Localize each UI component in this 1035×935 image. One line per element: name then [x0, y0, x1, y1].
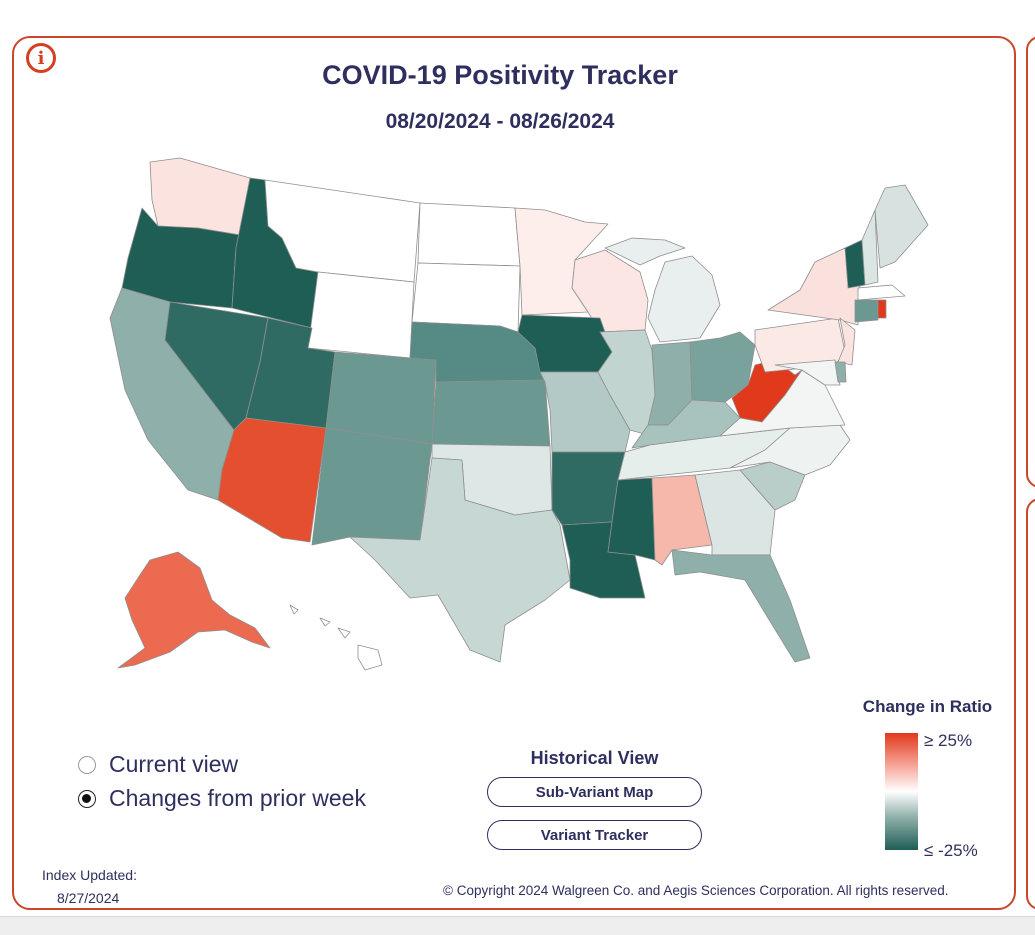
state-MI[interactable]	[647, 255, 721, 343]
state-FL[interactable]	[671, 549, 811, 663]
legend-title: Change in Ratio	[862, 697, 993, 716]
state-KS[interactable]	[431, 379, 551, 447]
state-HI[interactable]	[289, 604, 383, 671]
legend-high-label: ≥ 25%	[924, 731, 973, 750]
current-view-radio[interactable]	[78, 755, 96, 774]
page-title: COVID-19 Positivity Tracker	[322, 60, 678, 90]
state-MT[interactable]	[264, 179, 421, 283]
legend-low-label: ≤ -25%	[924, 841, 978, 860]
state-DE[interactable]	[834, 361, 847, 383]
current-view-option[interactable]: Current view	[78, 751, 238, 778]
current-view-label: Current view	[109, 751, 239, 777]
state-SD[interactable]	[411, 262, 521, 333]
state-IL[interactable]	[597, 329, 656, 436]
sub-variant-map-button[interactable]: Sub-Variant Map	[487, 777, 702, 807]
changes-view-radio[interactable]	[78, 789, 96, 808]
state-CT[interactable]	[854, 299, 879, 323]
state-NM[interactable]	[311, 427, 433, 546]
state-AZ[interactable]	[217, 417, 327, 543]
info-icon[interactable]: i	[26, 43, 56, 73]
state-VT[interactable]	[844, 239, 866, 289]
state-NH[interactable]	[861, 209, 879, 286]
state-NC[interactable]	[729, 424, 851, 476]
state-MA[interactable]	[857, 284, 906, 301]
copyright-text: © Copyright 2024 Walgreen Co. and Aegis …	[443, 883, 949, 898]
variant-tracker-button[interactable]: Variant Tracker	[487, 820, 702, 850]
state-OR[interactable]	[121, 207, 241, 309]
window-footer-bar	[0, 916, 1035, 935]
state-SC[interactable]	[739, 461, 806, 511]
state-WA[interactable]	[149, 157, 251, 236]
date-range: 08/20/2024 - 08/26/2024	[385, 110, 615, 133]
state-ND[interactable]	[417, 202, 521, 267]
state-RI[interactable]	[877, 299, 887, 319]
state-MI-up[interactable]	[604, 237, 686, 266]
changes-view-option[interactable]: Changes from prior week	[78, 785, 366, 812]
state-WY[interactable]	[307, 271, 415, 359]
state-ME[interactable]	[874, 184, 929, 269]
legend-color-bar	[885, 733, 918, 850]
state-AK[interactable]	[117, 551, 271, 669]
historical-view-heading: Historical View	[530, 748, 659, 768]
index-updated-date: 8/27/2024	[57, 890, 120, 906]
changes-view-label: Changes from prior week	[109, 785, 366, 811]
state-MD[interactable]	[774, 359, 841, 386]
index-updated-label: Index Updated:	[42, 867, 137, 883]
